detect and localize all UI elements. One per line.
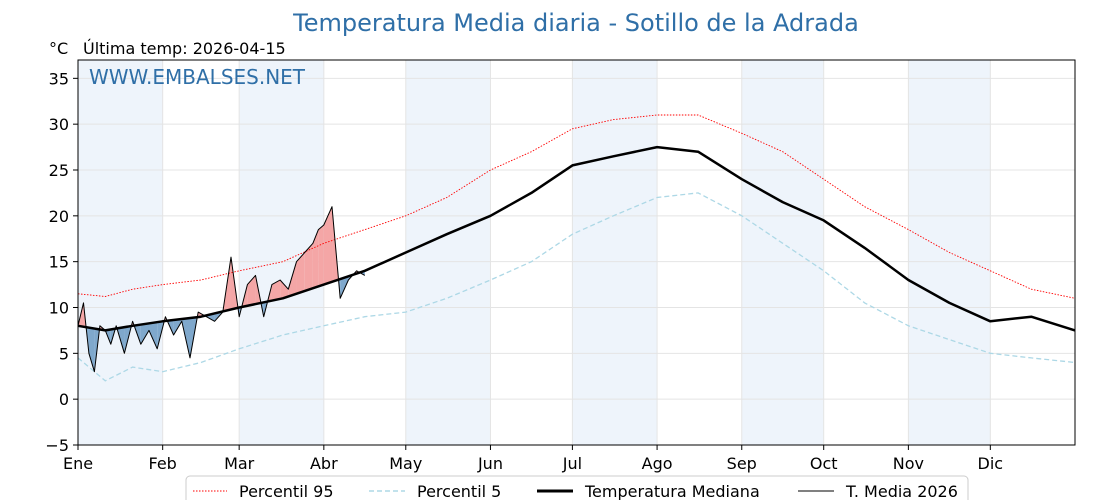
chart-title: Temperatura Media diaria - Sotillo de la… — [292, 9, 859, 37]
series-t-media-2026 — [77, 206, 366, 373]
legend-label-median: Temperatura Mediana — [584, 482, 760, 500]
x-tick-label: Mar — [224, 454, 255, 473]
y-tick-label: 20 — [49, 207, 69, 226]
y-tick-label: 15 — [49, 253, 69, 272]
below-median-fill — [88, 327, 95, 372]
month-shade — [741, 60, 824, 445]
legend: Percentil 95 Percentil 5 Temperatura Med… — [185, 475, 969, 500]
above-median-fill — [280, 280, 289, 299]
y-tick-label: 35 — [49, 69, 69, 88]
x-tick-label: Abr — [310, 454, 338, 473]
x-tick-label: Jul — [562, 454, 582, 473]
series-percentil-95 — [77, 114, 1076, 299]
x-tick-label: Ago — [642, 454, 673, 473]
unit-label: °C — [49, 39, 68, 58]
x-tick-label: Oct — [810, 454, 838, 473]
series-temperatura-mediana — [77, 145, 1076, 332]
month-shade — [405, 60, 491, 445]
x-tick-label: Feb — [149, 454, 177, 473]
month-shade — [78, 60, 163, 445]
x-tick-label: Nov — [893, 454, 924, 473]
x-tick-label: Ene — [63, 454, 93, 473]
y-tick-label: 25 — [49, 161, 69, 180]
plot-area: −5 0 5 10 15 20 25 30 35 Ene Feb Mar Abr May Jun Jul Ago… — [45, 59, 1076, 473]
y-tick-label: −5 — [45, 436, 69, 455]
above-median-fill — [296, 252, 305, 294]
below-median-fill — [149, 322, 158, 349]
above-median-fill — [312, 229, 319, 289]
above-median-fill — [323, 206, 333, 285]
y-tick-label: 30 — [49, 115, 69, 134]
above-median-fill — [318, 225, 324, 287]
plot-frame — [77, 59, 1076, 446]
legend-label-p5: Percentil 5 — [417, 482, 501, 500]
x-tick-label: Sep — [727, 454, 757, 473]
x-tick-label: Dic — [978, 454, 1004, 473]
last-temp-label: Última temp: 2026-04-15 — [83, 39, 286, 58]
legend-label-p95: Percentil 95 — [239, 482, 334, 500]
series-percentil-5 — [77, 192, 1076, 382]
legend-label-current: T. Media 2026 — [845, 482, 958, 500]
below-median-fill — [140, 323, 150, 345]
y-tick-label: 10 — [49, 299, 69, 318]
x-tick-label: Jun — [477, 454, 503, 473]
legend-box — [185, 475, 969, 500]
y-tick-label: 5 — [59, 344, 69, 363]
above-median-fill — [304, 243, 313, 291]
x-tick-label: May — [389, 454, 422, 473]
watermark: WWW.EMBALSES.NET — [89, 65, 306, 89]
above-median-fill — [271, 280, 281, 301]
above-median-fill — [288, 261, 297, 297]
y-tick-label: 0 — [59, 390, 69, 409]
month-shade — [572, 60, 658, 445]
